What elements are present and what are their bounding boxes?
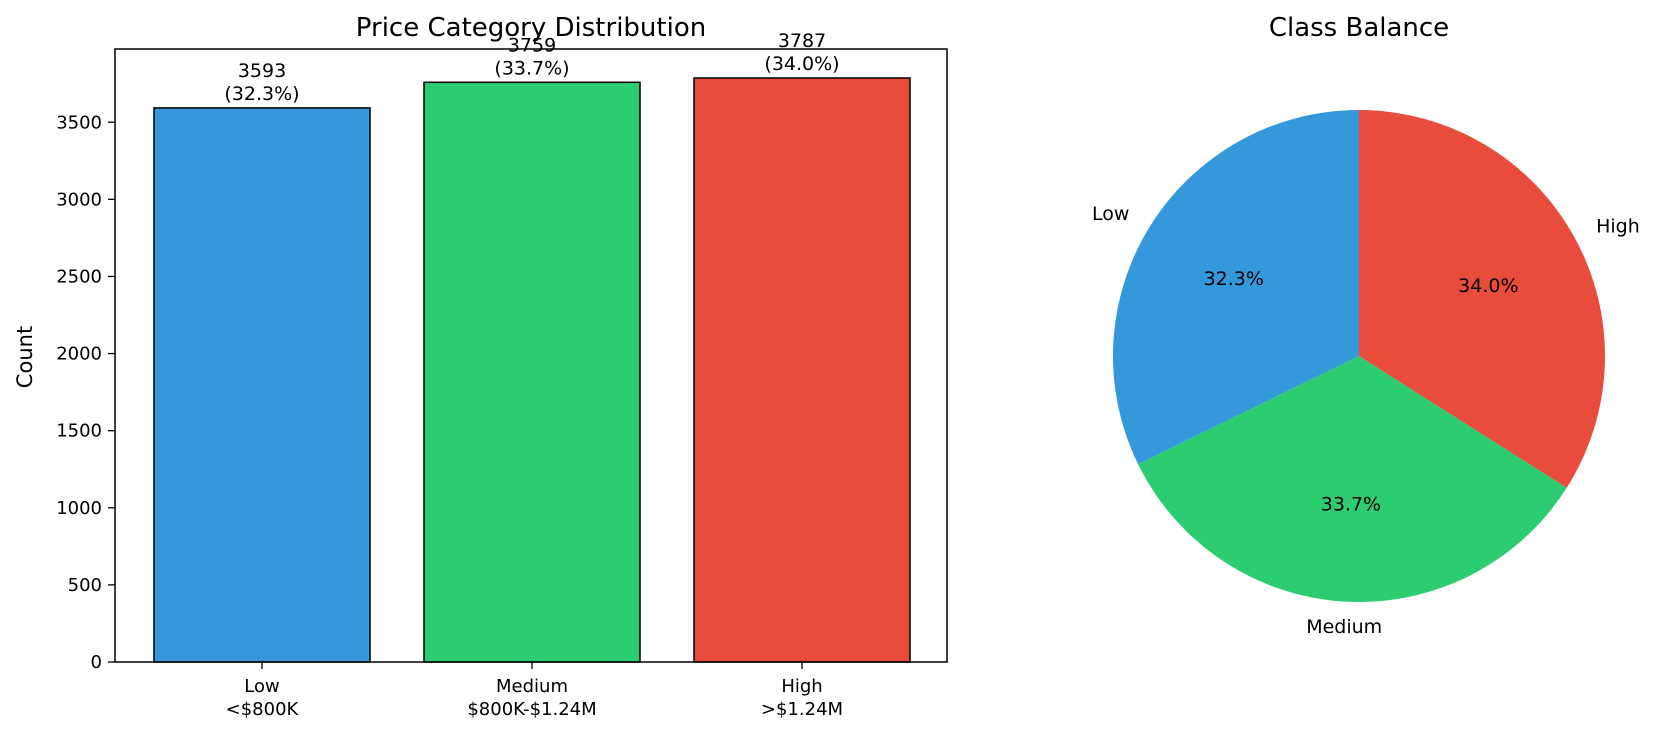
bars <box>153 77 911 663</box>
bar-value-label: 3593 <box>238 60 286 82</box>
pie-category-label: Medium <box>1306 616 1382 638</box>
y-axis-ticks: 0 500 1000 1500 2000 2500 3000 3500 <box>56 112 115 673</box>
bar-value-label: 3759 <box>508 34 556 56</box>
bar-percent-label: (33.7%) <box>494 57 569 79</box>
y-tick-label: 2000 <box>56 344 102 365</box>
bar-percent-label: (32.3%) <box>224 83 299 105</box>
bar-high <box>693 77 911 663</box>
pie-category-label: High <box>1596 216 1640 238</box>
y-tick-label: 3500 <box>56 112 102 133</box>
x-axis-ticks: Low<$800K Medium$800K-$1.24M High>$1.24M <box>226 662 843 720</box>
x-tick-label-category: Low <box>244 676 279 697</box>
x-tick-label-range: $800K-$1.24M <box>467 699 596 720</box>
pie-category-label: Low <box>1092 203 1129 225</box>
y-tick-label: 2500 <box>56 266 102 287</box>
bar-medium <box>423 81 641 663</box>
bar-chart-title: Price Category Distribution <box>356 13 706 43</box>
y-tick-label: 500 <box>68 575 102 596</box>
pie-chart: Class Balance 32.3% Low 33.7% Medium 34.0% Hi… <box>1092 13 1640 638</box>
x-tick-label-range: >$1.24M <box>761 699 843 720</box>
pie-percent-label: 33.7% <box>1321 493 1381 515</box>
bar-chart: Price Category Distribution Count 0 500 10… <box>13 13 948 720</box>
pie-percent-label: 34.0% <box>1458 275 1518 297</box>
pie-slice-high <box>1359 110 1605 488</box>
bar-data-labels: 3593(32.3%) 3759(33.7%) 3787(34.0%) <box>224 30 839 105</box>
pie-slice-low <box>1113 110 1359 465</box>
x-tick-label-category: High <box>781 676 822 697</box>
pie-slice-medium <box>1138 356 1567 602</box>
y-tick-label: 3000 <box>56 189 102 210</box>
y-tick-label: 0 <box>91 652 102 673</box>
bar-low <box>153 107 371 663</box>
x-tick-label-category: Medium <box>496 676 568 697</box>
bar-percent-label: (34.0%) <box>764 53 839 75</box>
y-tick-label: 1500 <box>56 421 102 442</box>
pie-slices <box>1113 110 1605 602</box>
x-tick-label-range: <$800K <box>226 699 300 720</box>
y-axis-label: Count <box>13 326 37 388</box>
pie-percent-label: 32.3% <box>1204 268 1264 290</box>
plot-frame <box>114 48 948 663</box>
bar-value-label: 3787 <box>778 30 826 52</box>
y-tick-label: 1000 <box>56 498 102 519</box>
pie-chart-title: Class Balance <box>1269 13 1449 43</box>
pie-labels: 32.3% Low 33.7% Medium 34.0% High <box>1092 203 1640 638</box>
